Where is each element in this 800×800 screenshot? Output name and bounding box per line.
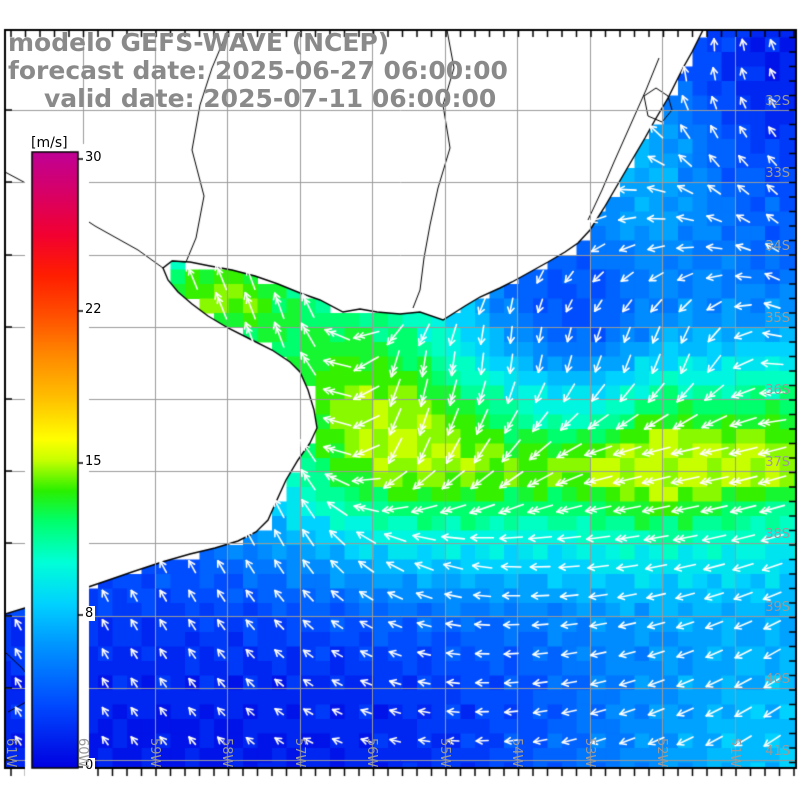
colorbar-tick-label: 15 bbox=[83, 454, 104, 469]
lat-label: 34S bbox=[765, 239, 790, 254]
lon-label: 51W bbox=[727, 738, 742, 768]
lon-label: 53W bbox=[582, 738, 597, 768]
lon-label: 58W bbox=[219, 738, 234, 768]
lat-label: 40S bbox=[765, 672, 790, 687]
colorbar-unit-label: [m/s] bbox=[29, 135, 70, 151]
lat-label: 38S bbox=[765, 527, 790, 542]
lat-label: 33S bbox=[765, 166, 790, 181]
lat-label: 36S bbox=[765, 383, 790, 398]
lat-label: 39S bbox=[765, 600, 790, 615]
lon-label: 59W bbox=[147, 738, 162, 768]
lon-label: 55W bbox=[437, 738, 452, 768]
lon-label: 54W bbox=[509, 738, 524, 768]
colorbar-tick-label: 8 bbox=[83, 606, 96, 621]
lon-label: 56W bbox=[364, 738, 379, 768]
map-title: modelo GEFS-WAVE (NCEP) forecast date: 2… bbox=[8, 29, 508, 113]
colorbar-tick-label: 30 bbox=[83, 150, 104, 165]
lon-label: 60W bbox=[75, 738, 90, 768]
lat-label: 41S bbox=[765, 744, 790, 759]
colorbar-tick-label: 0 bbox=[83, 758, 96, 773]
lon-label: 61W bbox=[3, 738, 18, 768]
lon-label: 57W bbox=[292, 738, 307, 768]
lat-label: 32S bbox=[765, 94, 790, 109]
lat-label: 37S bbox=[765, 455, 790, 470]
lon-label: 52W bbox=[654, 738, 669, 768]
valid-date: valid date: 2025-07-11 06:00:00 bbox=[44, 84, 497, 113]
lat-label: 35S bbox=[765, 311, 790, 326]
forecast-date: forecast date: 2025-06-27 06:00:00 bbox=[8, 56, 508, 85]
model-title: modelo GEFS-WAVE (NCEP) bbox=[8, 28, 390, 57]
colorbar-tick-label: 22 bbox=[83, 302, 104, 317]
